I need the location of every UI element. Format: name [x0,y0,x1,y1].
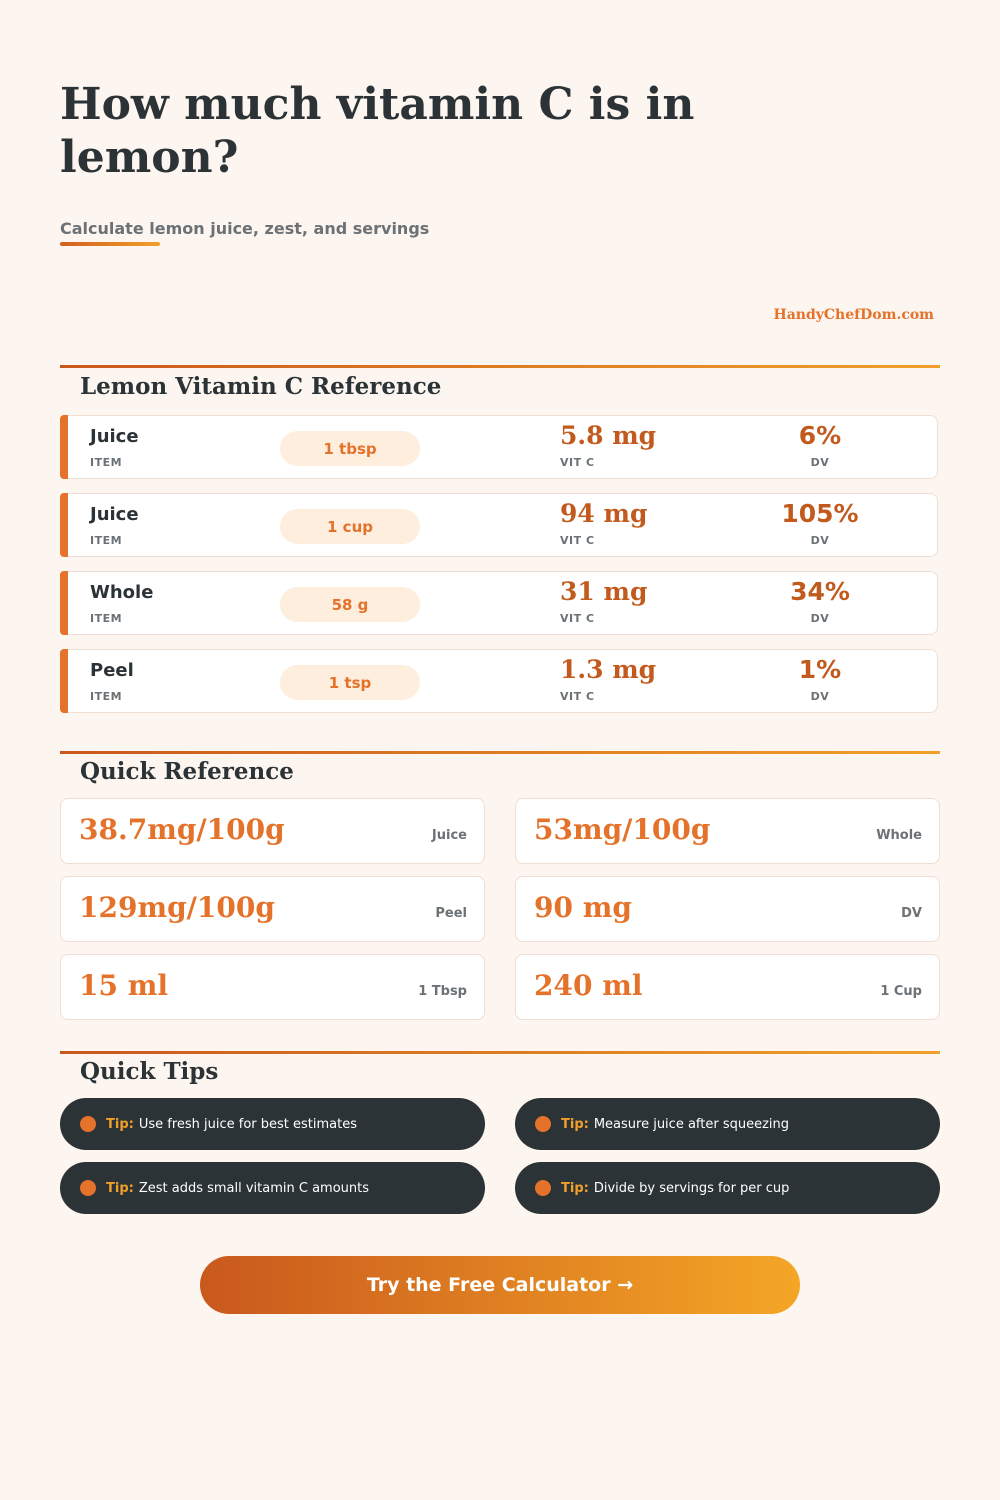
card-label: 1 Tbsp [418,984,467,999]
card-value: 38.7mg/100g [79,813,285,846]
vitamin-c-value: 5.8 mg [560,421,657,450]
tip-label: Tip: [106,1180,134,1196]
daily-value-percent: 1% [798,655,842,684]
row-item-name: Juice [90,426,139,447]
daily-value-caption: DV [810,456,830,469]
tip-label: Tip: [561,1180,589,1196]
amount-badge: 1 cup [280,509,420,544]
daily-value-percent: 105% [781,499,859,528]
card-value: 90 mg [534,891,632,924]
item-caption: ITEM [90,456,123,469]
brand-name: HandyChefDom.com [773,307,935,323]
reference-row: Peel ITEM 1 tsp 1.3 mg VIT C 1% DV [60,649,938,713]
tip-label: Tip: [106,1116,134,1132]
amount-badge: 58 g [280,587,420,622]
vitamin-c-value: 1.3 mg [560,655,657,684]
section-divider [60,1051,940,1054]
quick-reference-card: 90 mg DV [515,876,940,942]
page-title: How much vitamin C is in lemon? [60,79,695,183]
vitamin-c-value: 31 mg [560,577,648,606]
row-item-name: Whole [90,582,154,603]
item-caption: ITEM [90,612,123,625]
reference-row: Whole ITEM 58 g 31 mg VIT C 34% DV [60,571,938,635]
quick-reference-card: 38.7mg/100g Juice [60,798,485,864]
daily-value-caption: DV [810,534,830,547]
daily-value-caption: DV [810,690,830,703]
bullet-dot-icon [80,1180,96,1196]
row-item-name: Peel [90,660,134,681]
vitamin-c-caption: VIT C [560,612,595,625]
quick-reference-card: 129mg/100g Peel [60,876,485,942]
vitamin-c-caption: VIT C [560,456,595,469]
card-value: 240 ml [534,969,643,1002]
reference-section-title: Lemon Vitamin C Reference [80,373,442,400]
tip-text: Divide by servings for per cup [593,1180,790,1196]
item-caption: ITEM [90,534,123,547]
tip-text: Use fresh juice for best estimates [138,1116,358,1132]
section-divider [60,751,940,754]
card-label: Whole [876,828,922,843]
tip-pill: Tip: Zest adds small vitamin C amounts [60,1162,485,1214]
daily-value-percent: 6% [798,421,842,450]
quick-tips-title: Quick Tips [80,1058,219,1085]
tip-pill: Tip: Use fresh juice for best estimates [60,1098,485,1150]
reference-row: Juice ITEM 1 tbsp 5.8 mg VIT C 6% DV [60,415,938,479]
card-label: Peel [435,906,467,921]
try-calculator-button[interactable]: Try the Free Calculator → [200,1256,800,1314]
bullet-dot-icon [80,1116,96,1132]
card-label: DV [901,906,922,921]
tip-text: Measure juice after squeezing [593,1116,790,1132]
amount-badge: 1 tsp [280,665,420,700]
quick-reference-card: 240 ml 1 Cup [515,954,940,1020]
bullet-dot-icon [535,1180,551,1196]
tip-text: Zest adds small vitamin C amounts [138,1180,370,1196]
section-divider [60,365,940,368]
bullet-dot-icon [535,1116,551,1132]
quick-reference-card: 15 ml 1 Tbsp [60,954,485,1020]
quick-reference-title: Quick Reference [80,758,294,785]
card-label: 1 Cup [880,984,922,999]
vitamin-c-caption: VIT C [560,690,595,703]
quick-reference-card: 53mg/100g Whole [515,798,940,864]
tip-label: Tip: [561,1116,589,1132]
card-value: 129mg/100g [79,891,275,924]
vitamin-c-caption: VIT C [560,534,595,547]
amount-badge: 1 tbsp [280,431,420,466]
reference-row: Juice ITEM 1 cup 94 mg VIT C 105% DV [60,493,938,557]
page-subtitle: Calculate lemon juice, zest, and serving… [60,219,430,238]
daily-value-percent: 34% [790,577,850,606]
item-caption: ITEM [90,690,123,703]
card-value: 53mg/100g [534,813,711,846]
subtitle-underline [60,242,160,246]
tip-pill: Tip: Measure juice after squeezing [515,1098,940,1150]
card-value: 15 ml [79,969,168,1002]
vitamin-c-value: 94 mg [560,499,648,528]
card-label: Juice [431,828,467,843]
row-item-name: Juice [90,504,139,525]
daily-value-caption: DV [810,612,830,625]
tip-pill: Tip: Divide by servings for per cup [515,1162,940,1214]
